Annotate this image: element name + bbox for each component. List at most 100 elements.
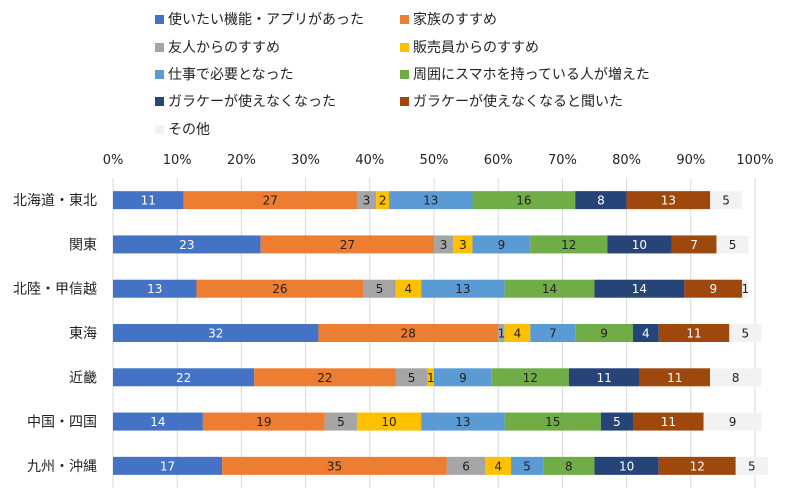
legend-swatch-0 bbox=[155, 15, 164, 24]
category-label-6: 九州・沖縄 bbox=[27, 459, 97, 475]
data-label-5-5: 15 bbox=[545, 415, 560, 429]
data-label-4-5: 12 bbox=[523, 371, 538, 385]
data-label-1-8: 5 bbox=[729, 238, 737, 252]
x-tick-label-6: 60% bbox=[484, 153, 513, 168]
data-label-6-6: 10 bbox=[619, 459, 634, 473]
data-label-4-1: 22 bbox=[317, 371, 332, 385]
x-tick-label-9: 90% bbox=[676, 153, 705, 168]
category-label-1: 関東 bbox=[69, 237, 97, 253]
data-label-0-5: 16 bbox=[516, 194, 531, 208]
bar-segment-0-3 bbox=[376, 191, 390, 210]
bar-segment-6-1 bbox=[222, 456, 447, 475]
data-label-6-4: 5 bbox=[523, 459, 531, 473]
bar-segment-0-7 bbox=[626, 191, 711, 210]
bar-segment-1-2 bbox=[434, 235, 454, 254]
data-label-2-5: 14 bbox=[542, 282, 557, 296]
data-label-0-0: 11 bbox=[141, 194, 156, 208]
data-label-1-4: 9 bbox=[498, 238, 506, 252]
bar-segment-5-6 bbox=[600, 412, 634, 431]
bar-segment-3-5 bbox=[575, 324, 634, 342]
data-label-3-5: 9 bbox=[600, 327, 608, 341]
legend-swatch-8 bbox=[155, 125, 164, 134]
x-tick-label-10: 100% bbox=[736, 153, 773, 168]
data-label-0-3: 2 bbox=[379, 194, 387, 208]
data-label-2-1: 26 bbox=[272, 282, 287, 296]
bar-segment-2-0 bbox=[113, 279, 197, 298]
data-label-6-3: 4 bbox=[494, 459, 502, 473]
x-tick-label-4: 40% bbox=[355, 153, 384, 168]
bar-segment-5-0 bbox=[113, 412, 203, 431]
data-label-5-2: 5 bbox=[337, 415, 345, 429]
data-label-4-0: 22 bbox=[176, 371, 191, 385]
bar-segment-5-8 bbox=[703, 412, 762, 431]
legend-label-6: ガラケーが使えなくなった bbox=[168, 93, 336, 110]
bar-segment-2-1 bbox=[196, 279, 364, 298]
data-label-1-1: 27 bbox=[340, 238, 355, 252]
bar-segment-6-7 bbox=[658, 456, 736, 475]
data-label-0-7: 13 bbox=[661, 194, 676, 208]
data-label-5-8: 9 bbox=[729, 415, 737, 429]
bar-segment-3-0 bbox=[113, 324, 319, 342]
bar-segment-2-4 bbox=[421, 279, 505, 298]
bar-segment-1-4 bbox=[472, 235, 531, 254]
data-label-6-5: 8 bbox=[565, 459, 573, 473]
bar-segment-3-2 bbox=[498, 324, 505, 342]
x-tick-label-7: 70% bbox=[548, 153, 577, 168]
bar-segment-6-2 bbox=[446, 456, 486, 475]
bar-segment-4-2 bbox=[395, 368, 428, 387]
bar-segment-4-5 bbox=[491, 368, 569, 387]
bar-segment-0-4 bbox=[389, 191, 473, 210]
bar-segment-0-2 bbox=[356, 191, 377, 210]
bar-segment-6-5 bbox=[543, 456, 595, 475]
bar-segment-3-7 bbox=[658, 324, 730, 342]
data-label-3-8: 5 bbox=[742, 327, 750, 341]
bar-segment-3-3 bbox=[504, 324, 531, 342]
data-label-0-6: 8 bbox=[597, 194, 605, 208]
legend-label-2: 友人からのすすめ bbox=[168, 40, 280, 56]
category-label-4: 近畿 bbox=[69, 370, 97, 386]
bar-segment-0-6 bbox=[575, 191, 627, 210]
data-label-4-6: 11 bbox=[596, 371, 611, 385]
data-label-5-0: 14 bbox=[150, 415, 165, 429]
data-label-0-4: 13 bbox=[423, 194, 438, 208]
bar-segment-5-5 bbox=[504, 412, 601, 431]
x-tick-label-2: 20% bbox=[227, 153, 256, 168]
bar-segment-6-3 bbox=[485, 456, 512, 475]
data-label-3-3: 4 bbox=[514, 327, 522, 341]
data-label-3-6: 4 bbox=[642, 327, 650, 341]
data-label-4-8: 8 bbox=[732, 371, 740, 385]
x-tick-label-1: 10% bbox=[163, 153, 192, 168]
bar-segment-6-4 bbox=[511, 456, 544, 475]
legend-swatch-7 bbox=[400, 97, 409, 106]
bar-segment-4-3 bbox=[427, 368, 434, 387]
bar-segment-2-5 bbox=[504, 279, 595, 298]
bar-segment-1-0 bbox=[113, 235, 261, 254]
data-label-2-3: 4 bbox=[404, 282, 412, 296]
bar-segment-1-8 bbox=[716, 235, 749, 254]
legend-label-8: その他 bbox=[168, 122, 210, 138]
data-label-3-7: 11 bbox=[686, 327, 701, 341]
data-label-2-8: 1 bbox=[742, 282, 750, 296]
bar-segment-5-4 bbox=[421, 412, 505, 431]
bar-segment-6-8 bbox=[735, 456, 768, 475]
legend-swatch-4 bbox=[155, 70, 164, 79]
data-label-6-8: 5 bbox=[748, 459, 756, 473]
data-label-6-1: 35 bbox=[327, 459, 342, 473]
data-label-1-3: 3 bbox=[459, 238, 467, 252]
x-axis-ticks: 0% 10% 20% 30% 40% 50% 60% 70% 80% 90% 100% bbox=[103, 153, 774, 168]
legend-label-5: 周囲にスマホを持っている人が増えた bbox=[413, 67, 650, 83]
legend-swatch-5 bbox=[400, 70, 409, 79]
legend-label-3: 販売員からのすすめ bbox=[413, 40, 539, 56]
bar-segment-2-7 bbox=[684, 279, 743, 298]
bar-segment-4-7 bbox=[639, 368, 711, 387]
data-label-2-6: 14 bbox=[632, 282, 647, 296]
data-label-1-0: 23 bbox=[179, 238, 194, 252]
x-tick-label-0: 0% bbox=[103, 153, 124, 168]
bar-segment-6-0 bbox=[113, 456, 223, 475]
legend-label-4: 仕事で必要となった bbox=[168, 67, 294, 83]
data-label-2-4: 13 bbox=[455, 282, 470, 296]
data-label-3-2: 1 bbox=[498, 327, 506, 341]
